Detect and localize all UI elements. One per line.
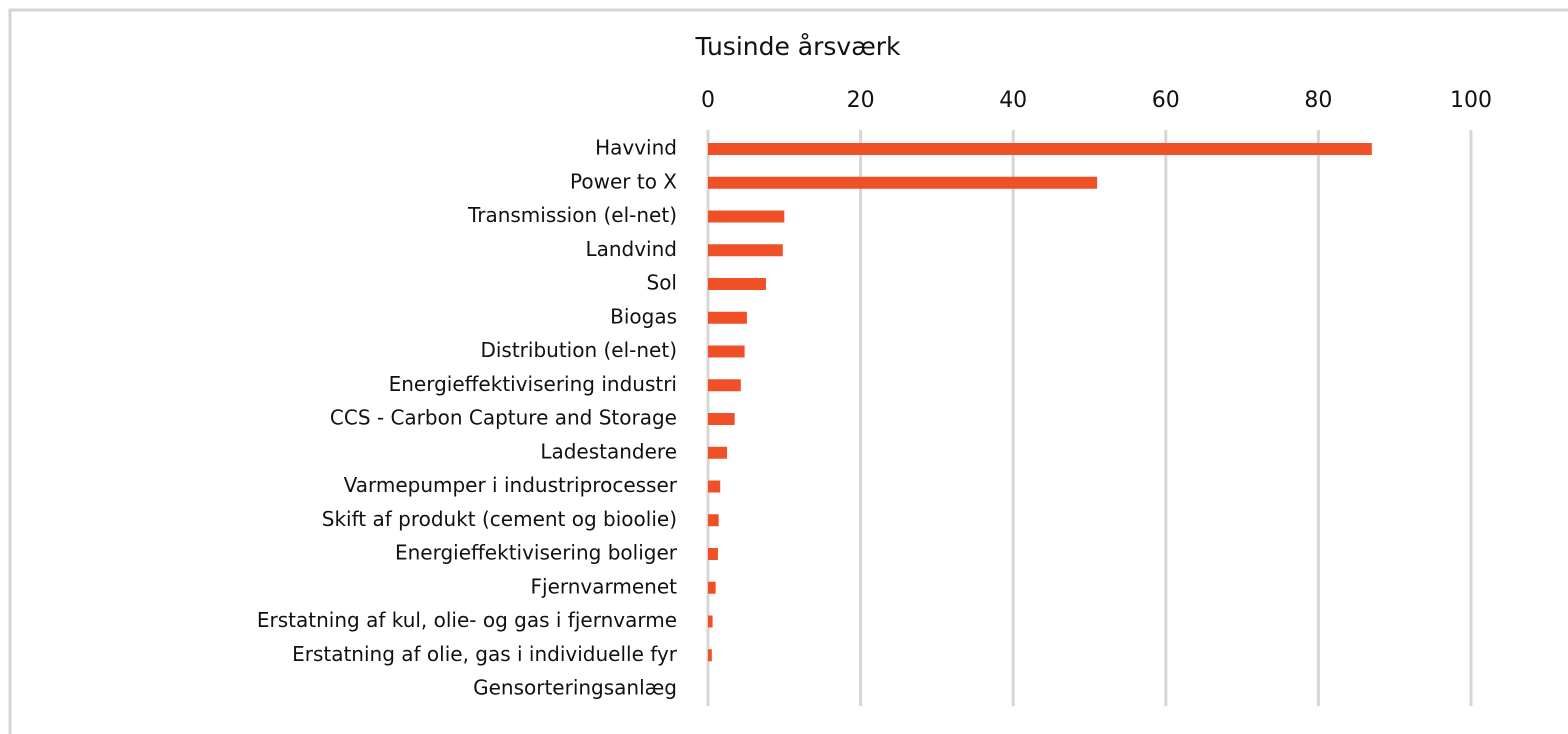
bar xyxy=(708,244,783,257)
bar xyxy=(708,581,716,594)
chart-title: Tusinde årsværk xyxy=(694,32,901,61)
bar xyxy=(708,649,712,662)
y-tick-label: Landvind xyxy=(585,237,677,261)
bar xyxy=(708,345,745,358)
bar xyxy=(708,143,1372,155)
bar xyxy=(708,548,718,560)
y-tick-label: Ladestandere xyxy=(540,439,677,463)
y-tick-label: Power to X xyxy=(570,169,677,193)
y-tick-label: Erstatning af kul, olie- og gas i fjernv… xyxy=(257,608,677,632)
y-tick-label: Gensorteringsanlæg xyxy=(473,676,677,700)
y-tick-label: CCS - Carbon Capture and Storage xyxy=(330,406,677,430)
bar xyxy=(708,446,728,459)
x-tick-label: 20 xyxy=(847,88,875,113)
bar xyxy=(708,480,721,493)
y-tick-label: Sol xyxy=(647,271,678,295)
y-tick-label: Havvind xyxy=(595,136,677,160)
y-tick-label: Varmepumper i industriprocesser xyxy=(344,473,678,497)
bar xyxy=(708,379,741,392)
y-tick-label: Fjernvarmenet xyxy=(531,574,678,598)
x-tick-label: 80 xyxy=(1304,88,1332,113)
x-tick-label: 60 xyxy=(1152,88,1180,113)
y-tick-label: Erstatning af olie, gas i individuelle f… xyxy=(292,642,678,666)
y-tick-label: Energieffektivisering boliger xyxy=(395,541,678,565)
bar xyxy=(708,413,735,425)
y-tick-label: Energieffektivisering industri xyxy=(389,372,677,396)
x-tick-label: 0 xyxy=(701,88,715,113)
y-tick-label: Distribution (el-net) xyxy=(480,338,677,362)
y-tick-label: Skift af produkt (cement og bioolie) xyxy=(322,507,677,531)
bar xyxy=(708,514,719,527)
chart-frame xyxy=(8,8,1568,734)
x-tick-label: 100 xyxy=(1450,88,1492,113)
bar xyxy=(708,278,766,290)
y-tick-label: Biogas xyxy=(610,304,677,328)
bar xyxy=(708,311,747,324)
bar xyxy=(708,615,713,628)
x-tick-label: 40 xyxy=(999,88,1027,113)
y-tick-label: Transmission (el-net) xyxy=(467,203,677,227)
bar xyxy=(708,210,785,223)
bar xyxy=(708,176,1098,189)
